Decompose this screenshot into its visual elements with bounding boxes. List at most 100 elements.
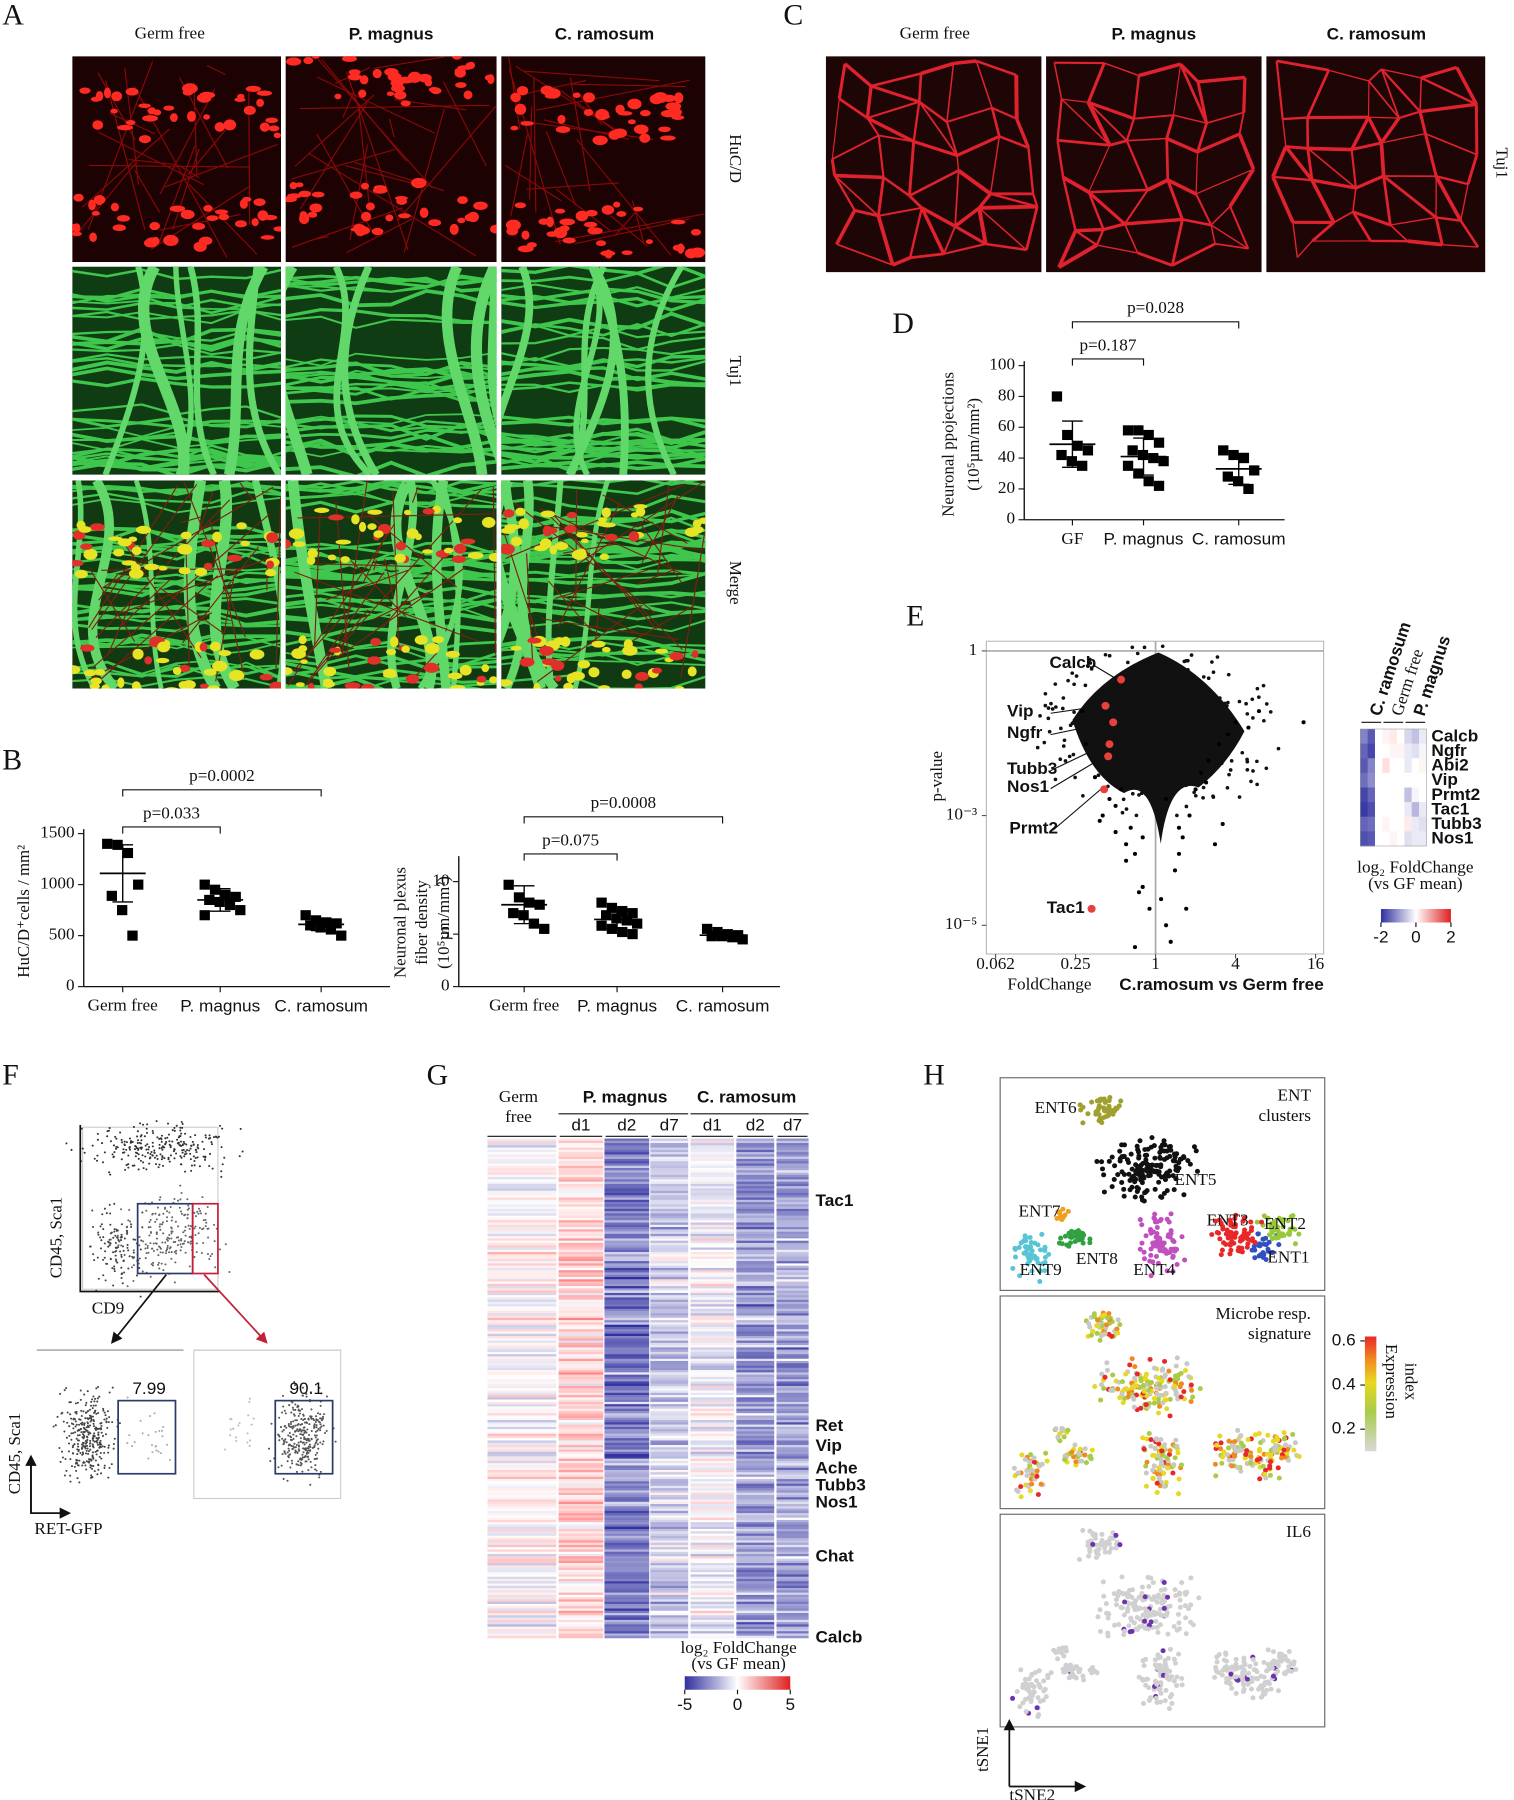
event — [304, 1443, 306, 1445]
cell — [132, 649, 143, 660]
heatmap-row — [559, 1284, 604, 1287]
heatmap-row — [736, 1141, 774, 1144]
heatmap-cell — [1368, 729, 1376, 744]
cell — [425, 79, 433, 87]
event — [71, 1465, 73, 1467]
event — [97, 1464, 99, 1466]
heatmap-row — [736, 1490, 774, 1493]
heatmap-row — [776, 1422, 808, 1425]
cell — [411, 178, 426, 188]
heatmap-row — [650, 1331, 688, 1334]
event — [104, 1412, 106, 1414]
event — [90, 1401, 92, 1403]
event — [283, 1429, 285, 1431]
heatmap-row — [776, 1450, 808, 1453]
event — [335, 1441, 337, 1443]
cell — [92, 211, 100, 216]
heatmap-row — [604, 1195, 649, 1198]
event — [160, 1251, 162, 1253]
heatmap-row — [776, 1313, 808, 1316]
heatmap-row — [604, 1411, 649, 1414]
event — [108, 1416, 110, 1418]
heatmap-row — [559, 1470, 604, 1473]
heatmap-row — [776, 1309, 808, 1312]
heatmap-row — [487, 1563, 556, 1566]
cell-dot — [1129, 1152, 1134, 1157]
cell-dot — [1133, 1195, 1138, 1200]
event — [88, 1458, 90, 1460]
heatmap-row — [559, 1438, 604, 1441]
event — [296, 1428, 298, 1430]
event — [60, 1461, 62, 1463]
heatmap-row — [650, 1184, 688, 1187]
event — [66, 1437, 68, 1439]
heatmap-row — [650, 1293, 688, 1296]
event — [101, 1213, 103, 1215]
heatmap-row — [487, 1629, 556, 1632]
cell-dot — [1117, 1149, 1122, 1154]
cell-dot — [1263, 1236, 1268, 1241]
cell — [420, 207, 429, 218]
cell — [118, 538, 132, 546]
heatmap-row — [559, 1595, 604, 1598]
heatmap-row — [650, 1586, 688, 1589]
point — [123, 848, 133, 858]
heatmap-row — [604, 1627, 649, 1630]
heatmap-row — [736, 1493, 774, 1496]
event — [64, 1458, 66, 1460]
heatmap-row — [776, 1395, 808, 1398]
event — [108, 1130, 110, 1132]
cloud-dot — [1245, 758, 1249, 762]
cell — [406, 674, 419, 683]
event — [309, 1440, 311, 1442]
heatmap-row — [650, 1279, 688, 1282]
heatmap-row — [487, 1304, 556, 1307]
cell-dot — [1136, 1186, 1141, 1191]
cloud-dot — [1249, 780, 1253, 784]
heatmap-row — [776, 1504, 808, 1507]
heatmap-row — [736, 1173, 774, 1176]
heatmap-row — [487, 1173, 556, 1176]
cloud-dot — [1221, 724, 1225, 728]
event — [111, 1463, 113, 1465]
event — [152, 1155, 154, 1157]
event — [140, 1249, 142, 1251]
event — [177, 1200, 179, 1202]
cell-dot — [1112, 1177, 1117, 1182]
event — [107, 1447, 109, 1449]
heatmap-row — [736, 1277, 774, 1280]
panel-letter: H — [923, 1060, 945, 1092]
event — [137, 1130, 139, 1132]
event — [185, 1235, 187, 1237]
event — [151, 1248, 153, 1250]
heatmap-row — [559, 1459, 604, 1462]
heatmap-row — [690, 1427, 734, 1430]
event — [109, 1213, 111, 1215]
event — [128, 1434, 130, 1436]
heatmap-row — [690, 1490, 734, 1493]
heatmap-row — [776, 1529, 808, 1532]
event — [70, 1418, 72, 1420]
event — [164, 1263, 166, 1265]
event — [305, 1449, 307, 1451]
heatmap-row — [650, 1633, 688, 1636]
heatmap-row — [736, 1391, 774, 1394]
event — [127, 1267, 129, 1269]
heatmap-row — [559, 1461, 604, 1464]
heatmap-row — [650, 1531, 688, 1534]
heatmap-row — [776, 1282, 808, 1285]
cell — [157, 642, 170, 653]
heatmap-row — [690, 1622, 734, 1625]
event — [196, 1151, 198, 1153]
heatmap-row — [559, 1488, 604, 1491]
heatmap-row — [487, 1363, 556, 1366]
heatmap-row — [690, 1447, 734, 1450]
event — [155, 1163, 157, 1165]
heatmap-row — [650, 1620, 688, 1623]
heatmap-row — [736, 1311, 774, 1314]
cloud-dot — [1141, 665, 1145, 669]
event — [102, 1236, 104, 1238]
cell-dot — [1293, 1241, 1298, 1246]
heatmap-row — [736, 1565, 774, 1568]
